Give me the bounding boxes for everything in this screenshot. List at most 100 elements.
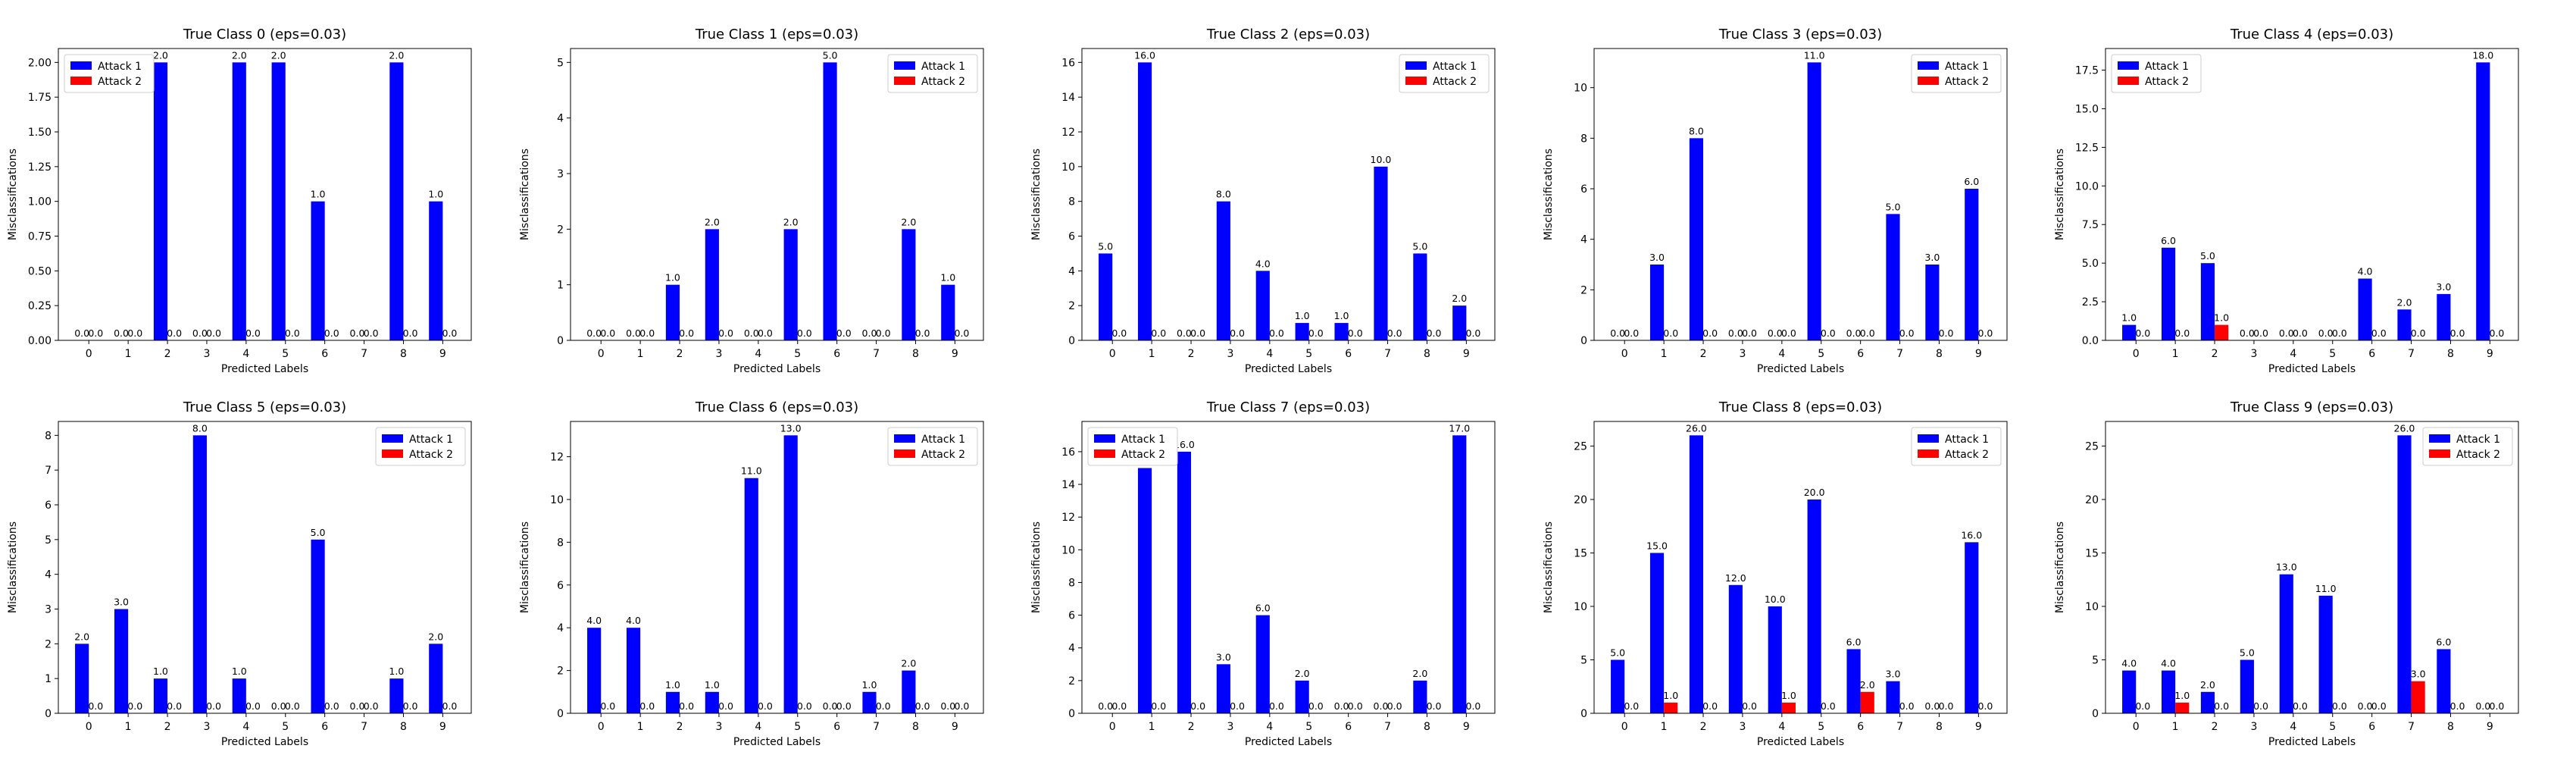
data-label: 0.0: [1860, 327, 1875, 339]
bar-attack-1: [2200, 691, 2215, 713]
bar-attack-1: [1768, 606, 1782, 713]
data-label: 0.0: [836, 327, 852, 339]
data-label: 0.0: [1939, 700, 1954, 712]
legend-label-attack-1: Attack 1: [1945, 61, 1989, 73]
data-label: 0.0: [1899, 700, 1915, 712]
data-label: 16.0: [1134, 49, 1155, 61]
data-label: 0.0: [1190, 700, 1205, 712]
data-label: 0.0: [2174, 327, 2190, 339]
data-label: 0.0: [324, 327, 339, 339]
bar-attack-1: [902, 670, 916, 713]
data-label: 0.0: [127, 327, 142, 339]
legend-label-attack-2: Attack 2: [1945, 449, 1989, 461]
data-label: 26.0: [1686, 422, 1707, 434]
x-tick-label: 7: [1384, 721, 1391, 733]
x-tick-label: 6: [321, 348, 328, 360]
y-tick-label: 0: [557, 708, 564, 720]
legend-label-attack-1: Attack 1: [409, 434, 453, 446]
data-label: 0.0: [1702, 327, 1718, 339]
legend-swatch-attack-2: [1918, 449, 1939, 458]
data-label: 0.0: [1978, 700, 1993, 712]
x-tick-label: 4: [1778, 721, 1785, 733]
data-label: 3.0: [1216, 651, 1231, 662]
bar-attack-1: [2397, 435, 2412, 713]
y-tick-label: 0: [1068, 335, 1075, 347]
data-label: 0.0: [1624, 700, 1639, 712]
bar-attack-1: [705, 229, 719, 340]
x-tick-label: 7: [873, 721, 880, 733]
data-label: 0.0: [74, 327, 89, 339]
x-tick-label: 1: [1661, 348, 1668, 360]
data-label: 4.0: [2161, 658, 2176, 669]
axes-frame: [2105, 421, 2519, 714]
bar-attack-1: [941, 284, 955, 340]
data-label: 0.0: [915, 327, 930, 339]
bar-attack-1: [1295, 323, 1309, 340]
y-tick-label: 15: [2085, 547, 2099, 559]
y-axis-label: Misclassifications: [1030, 149, 1043, 240]
x-tick-label: 3: [715, 348, 722, 360]
bar-attack-1: [783, 229, 798, 340]
data-label: 0.0: [797, 700, 812, 712]
y-tick-label: 25: [1574, 440, 1587, 453]
data-label: 0.0: [206, 327, 221, 339]
bar-attack-1: [311, 539, 325, 713]
bar-attack-2: [1664, 702, 1678, 713]
bar-attack-1: [1649, 265, 1665, 340]
data-label: 0.0: [823, 700, 838, 712]
x-tick-label: 0: [598, 721, 605, 733]
x-tick-label: 7: [2408, 348, 2415, 360]
x-tick-label: 8: [2447, 348, 2454, 360]
data-label: 0.0: [285, 327, 300, 339]
data-label: 1.0: [665, 679, 680, 691]
data-label: 6.0: [2161, 235, 2176, 246]
bar-attack-1: [2476, 62, 2490, 340]
x-tick-label: 4: [242, 348, 249, 360]
legend-label-attack-1: Attack 1: [921, 434, 965, 446]
x-tick-label: 6: [321, 721, 328, 733]
data-label: 0.0: [1742, 700, 1757, 712]
x-tick-label: 7: [873, 348, 880, 360]
data-label: 5.0: [1886, 201, 1901, 212]
subplot-7: True Class 7 (eps=0.03)02468101214160.00…: [1030, 399, 1496, 748]
legend-swatch-attack-1: [894, 61, 915, 70]
bar-attack-1: [271, 62, 286, 340]
x-tick-label: 1: [2172, 721, 2179, 733]
bar-attack-1: [1807, 62, 1821, 340]
legend-swatch-attack-2: [1918, 77, 1939, 85]
bar-attack-1: [389, 678, 404, 713]
chart-title: True Class 5 (eps=0.03): [183, 399, 346, 415]
data-label: 0.0: [285, 700, 300, 712]
y-tick-label: 4: [1580, 234, 1587, 246]
data-label: 0.0: [2371, 700, 2387, 712]
data-label: 2.0: [901, 216, 916, 227]
data-label: 11.0: [741, 465, 762, 477]
legend: Attack 1 Attack 2: [1911, 427, 2002, 466]
x-tick-label: 1: [125, 721, 132, 733]
y-tick-label: 2: [45, 638, 52, 650]
data-label: 0.0: [1230, 327, 1245, 339]
bar-attack-1: [1216, 201, 1230, 340]
subplot-9: True Class 9 (eps=0.03)05101520254.00.00…: [2054, 399, 2519, 748]
data-label: 4.0: [586, 615, 602, 626]
bar-attack-1: [1886, 214, 1900, 340]
data-label: 2.0: [1860, 679, 1875, 691]
data-label: 2.0: [232, 49, 247, 61]
data-label: 0.0: [1427, 700, 1442, 712]
x-tick-label: 0: [1109, 348, 1116, 360]
data-label: 0.0: [1781, 327, 1796, 339]
x-tick-label: 3: [2250, 721, 2257, 733]
legend-label-attack-2: Attack 2: [2456, 449, 2500, 461]
bar-attack-2: [2175, 702, 2190, 713]
legend-swatch-attack-2: [1094, 449, 1115, 458]
y-tick-label: 8: [1580, 133, 1587, 145]
y-tick-label: 2: [1068, 675, 1075, 688]
data-label: 0.0: [915, 700, 930, 712]
data-label: 5.0: [2200, 250, 2215, 262]
x-tick-label: 5: [1305, 348, 1312, 360]
bar-attack-1: [1689, 138, 1704, 341]
x-tick-label: 9: [2487, 348, 2493, 360]
y-tick-label: 10: [1061, 161, 1075, 174]
data-label: 0.0: [586, 327, 602, 339]
